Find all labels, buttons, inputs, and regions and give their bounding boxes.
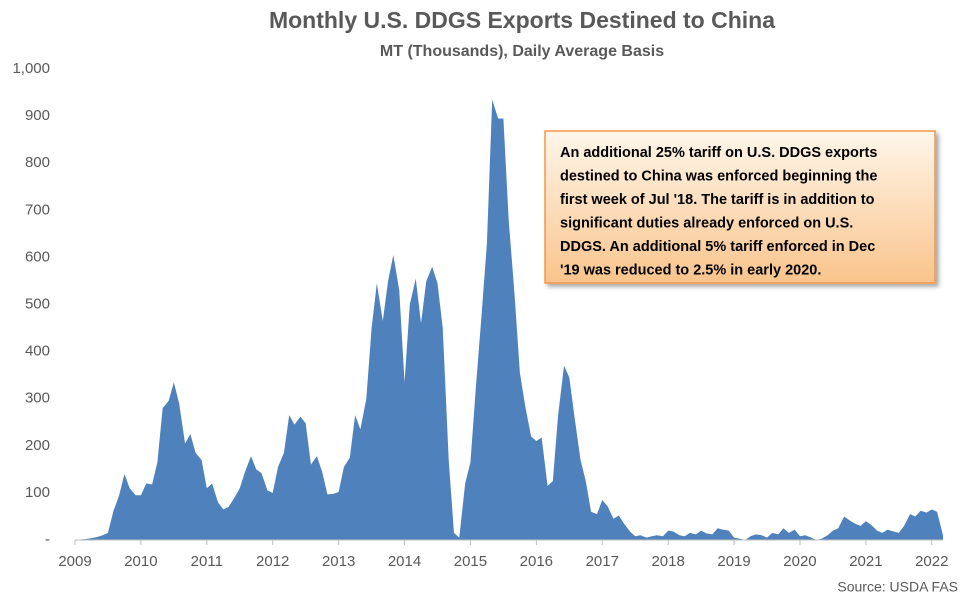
y-tick-label: 300	[25, 390, 50, 407]
y-tick-label: 700	[25, 201, 50, 218]
y-tick-label: 600	[25, 248, 50, 265]
annotation-line: destined to China was enforced beginning…	[560, 169, 877, 185]
y-tick-label: 500	[25, 295, 50, 312]
annotation-line: first week of Jul '18. The tariff is in …	[560, 192, 875, 208]
x-tick-label: 2016	[520, 553, 553, 570]
x-tick-label: 2013	[322, 553, 355, 570]
x-tick-label: 2009	[58, 553, 91, 570]
y-tick-label: -	[45, 531, 50, 548]
annotation-box	[544, 130, 936, 284]
annotation-line: '19 was reduced to 2.5% in early 2020.	[560, 263, 821, 279]
x-tick-label: 2014	[388, 553, 421, 570]
y-tick-label: 1,000	[12, 60, 50, 77]
source: Source: USDA FAS	[837, 579, 958, 595]
x-tick-label: 2012	[256, 553, 289, 570]
y-tick-label: 200	[25, 437, 50, 454]
chart-subtitle: MT (Thousands), Daily Average Basis	[380, 43, 664, 60]
x-tick-label: 2018	[651, 553, 684, 570]
x-tick-label: 2020	[783, 553, 816, 570]
x-tick-label: 2010	[124, 553, 157, 570]
y-tick-label: 800	[25, 154, 50, 171]
x-tick-label: 2015	[454, 553, 487, 570]
y-tick-label: 900	[25, 107, 50, 124]
annotation-line: DDGS. An additional 5% tariff enforced i…	[560, 239, 875, 255]
x-tick-label: 2019	[717, 553, 750, 570]
annotation-line: An additional 25% tariff on U.S. DDGS ex…	[560, 145, 877, 161]
x-tick-label: 2011	[191, 553, 223, 570]
y-tick-label: 400	[25, 343, 50, 360]
area	[75, 99, 943, 541]
annotation-line: significant duties already enforced on U…	[560, 216, 853, 232]
x-tick-label: 2017	[586, 553, 619, 570]
x-tick-label: 2022	[915, 553, 948, 570]
x-tick-label: 2021	[849, 553, 882, 570]
chart-title: Monthly U.S. DDGS Exports Destined to Ch…	[269, 7, 775, 33]
y-tick-label: 100	[25, 484, 50, 501]
